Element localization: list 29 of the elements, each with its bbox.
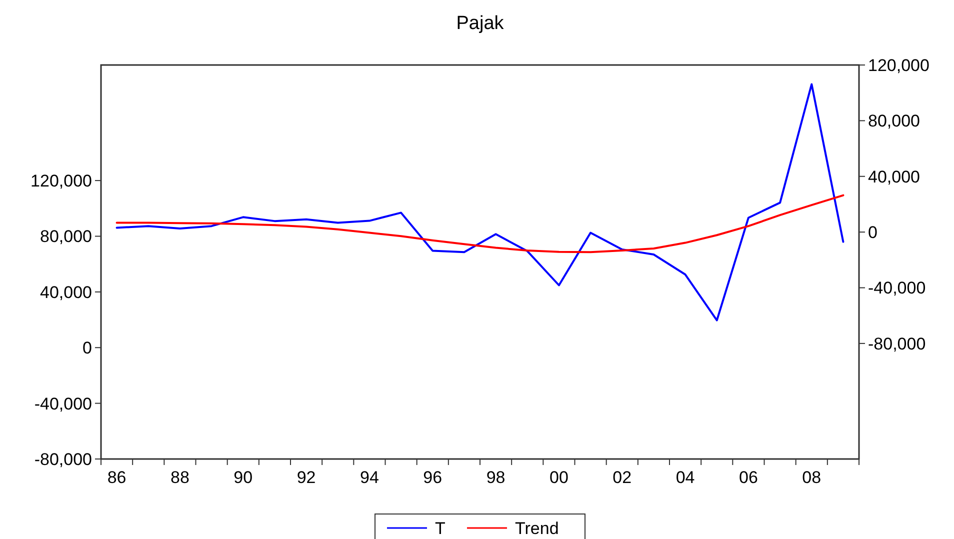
x-tick-label: 90 — [234, 468, 253, 487]
y-tick-label: -40,000 — [34, 394, 92, 414]
x-tick-label: 94 — [360, 468, 379, 487]
x-tick-label: 06 — [738, 468, 758, 487]
y-tick-label: 0 — [82, 338, 92, 358]
y-tick-label: 40,000 — [40, 282, 92, 302]
x-tick-label: 02 — [612, 468, 632, 487]
x-tick-label: 98 — [486, 468, 506, 487]
y2-tick-label: 40,000 — [868, 167, 920, 186]
legend-label: T — [435, 518, 446, 538]
y2-tick-label: -80,000 — [868, 334, 926, 354]
line-series — [116, 194, 844, 254]
x-tick-label: 04 — [676, 468, 695, 487]
chart-title: Pajak — [456, 13, 504, 34]
y-tick-label: 80,000 — [40, 227, 92, 246]
y-tick-label: 120,000 — [30, 172, 92, 191]
legend-label: Trend — [515, 518, 559, 538]
x-tick-label: 88 — [170, 468, 190, 487]
x-tick-label: 86 — [107, 468, 126, 487]
y-tick-label: -80,000 — [34, 450, 92, 469]
y2-tick-label: 80,000 — [868, 112, 920, 131]
x-tick-label: 08 — [802, 468, 822, 487]
line-series — [116, 83, 844, 322]
x-tick-label: 00 — [549, 468, 568, 487]
x-tick-label: 92 — [296, 468, 316, 487]
y2-tick-label: -40,000 — [868, 278, 926, 298]
y2-tick-label: 120,000 — [868, 56, 930, 75]
x-tick-label: 96 — [423, 468, 442, 487]
y2-tick-label: 0 — [868, 223, 878, 242]
